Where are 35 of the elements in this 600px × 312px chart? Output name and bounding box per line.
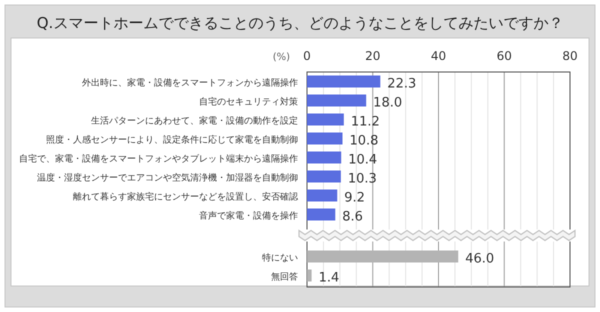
y-tick-label: 外出時に、家電・設備をスマートフォンから遠隔操作 (82, 78, 298, 88)
x-tick-label: 0 (303, 49, 311, 63)
x-tick-label: 80 (562, 49, 578, 63)
y-tick-label: 温度・湿度センサーでエアコンや空気清浄機・加湿器を自動制御 (37, 172, 298, 184)
y-tick-label: 生活パターンにあわせて、家電・設備の動作を設定 (91, 116, 298, 126)
y-tick-label: 特にない (262, 252, 298, 264)
chart-title: Q.スマートホームでできることのうち、どのようなことをしてみたいですか？ (36, 14, 564, 32)
y-tick-label: 自宅のセキュリティ対策 (199, 96, 298, 108)
data-label: 10.4 (348, 152, 378, 168)
data-label: 9.2 (344, 190, 365, 206)
data-label: 10.8 (350, 134, 378, 148)
bar (307, 170, 341, 182)
data-label: 18.0 (373, 96, 402, 110)
data-label: 22.3 (387, 76, 416, 92)
bar (307, 190, 338, 202)
x-tick-label: 40 (430, 49, 446, 63)
bar (307, 94, 366, 106)
y-tick-label: 無回答 (271, 272, 298, 282)
x-tick-label: 20 (365, 49, 380, 63)
bar (307, 114, 344, 126)
x-tick-label: 60 (496, 49, 512, 63)
data-label: 8.6 (342, 210, 363, 224)
bar (307, 132, 343, 144)
x-axis-title: (%) (272, 52, 290, 63)
bar (307, 208, 336, 220)
y-tick-label: 自宅で、家電・設備をスマートフォンやタブレット端末から遠隔操作 (19, 154, 298, 164)
data-label: 46.0 (465, 252, 494, 266)
y-tick-label: 音声で家電・設備を操作 (199, 210, 298, 222)
data-label: 10.3 (348, 172, 377, 186)
data-label: 11.2 (350, 114, 380, 130)
data-label: 1.4 (318, 270, 340, 286)
bar (307, 76, 380, 88)
bar (307, 152, 342, 164)
y-tick-label: 離れて暮らす家族宅にセンサーなどを設置し、安否確認 (73, 192, 298, 202)
y-tick-label: 照度・人感センサーにより、設定条件に応じて家電を自動制御 (46, 134, 298, 146)
